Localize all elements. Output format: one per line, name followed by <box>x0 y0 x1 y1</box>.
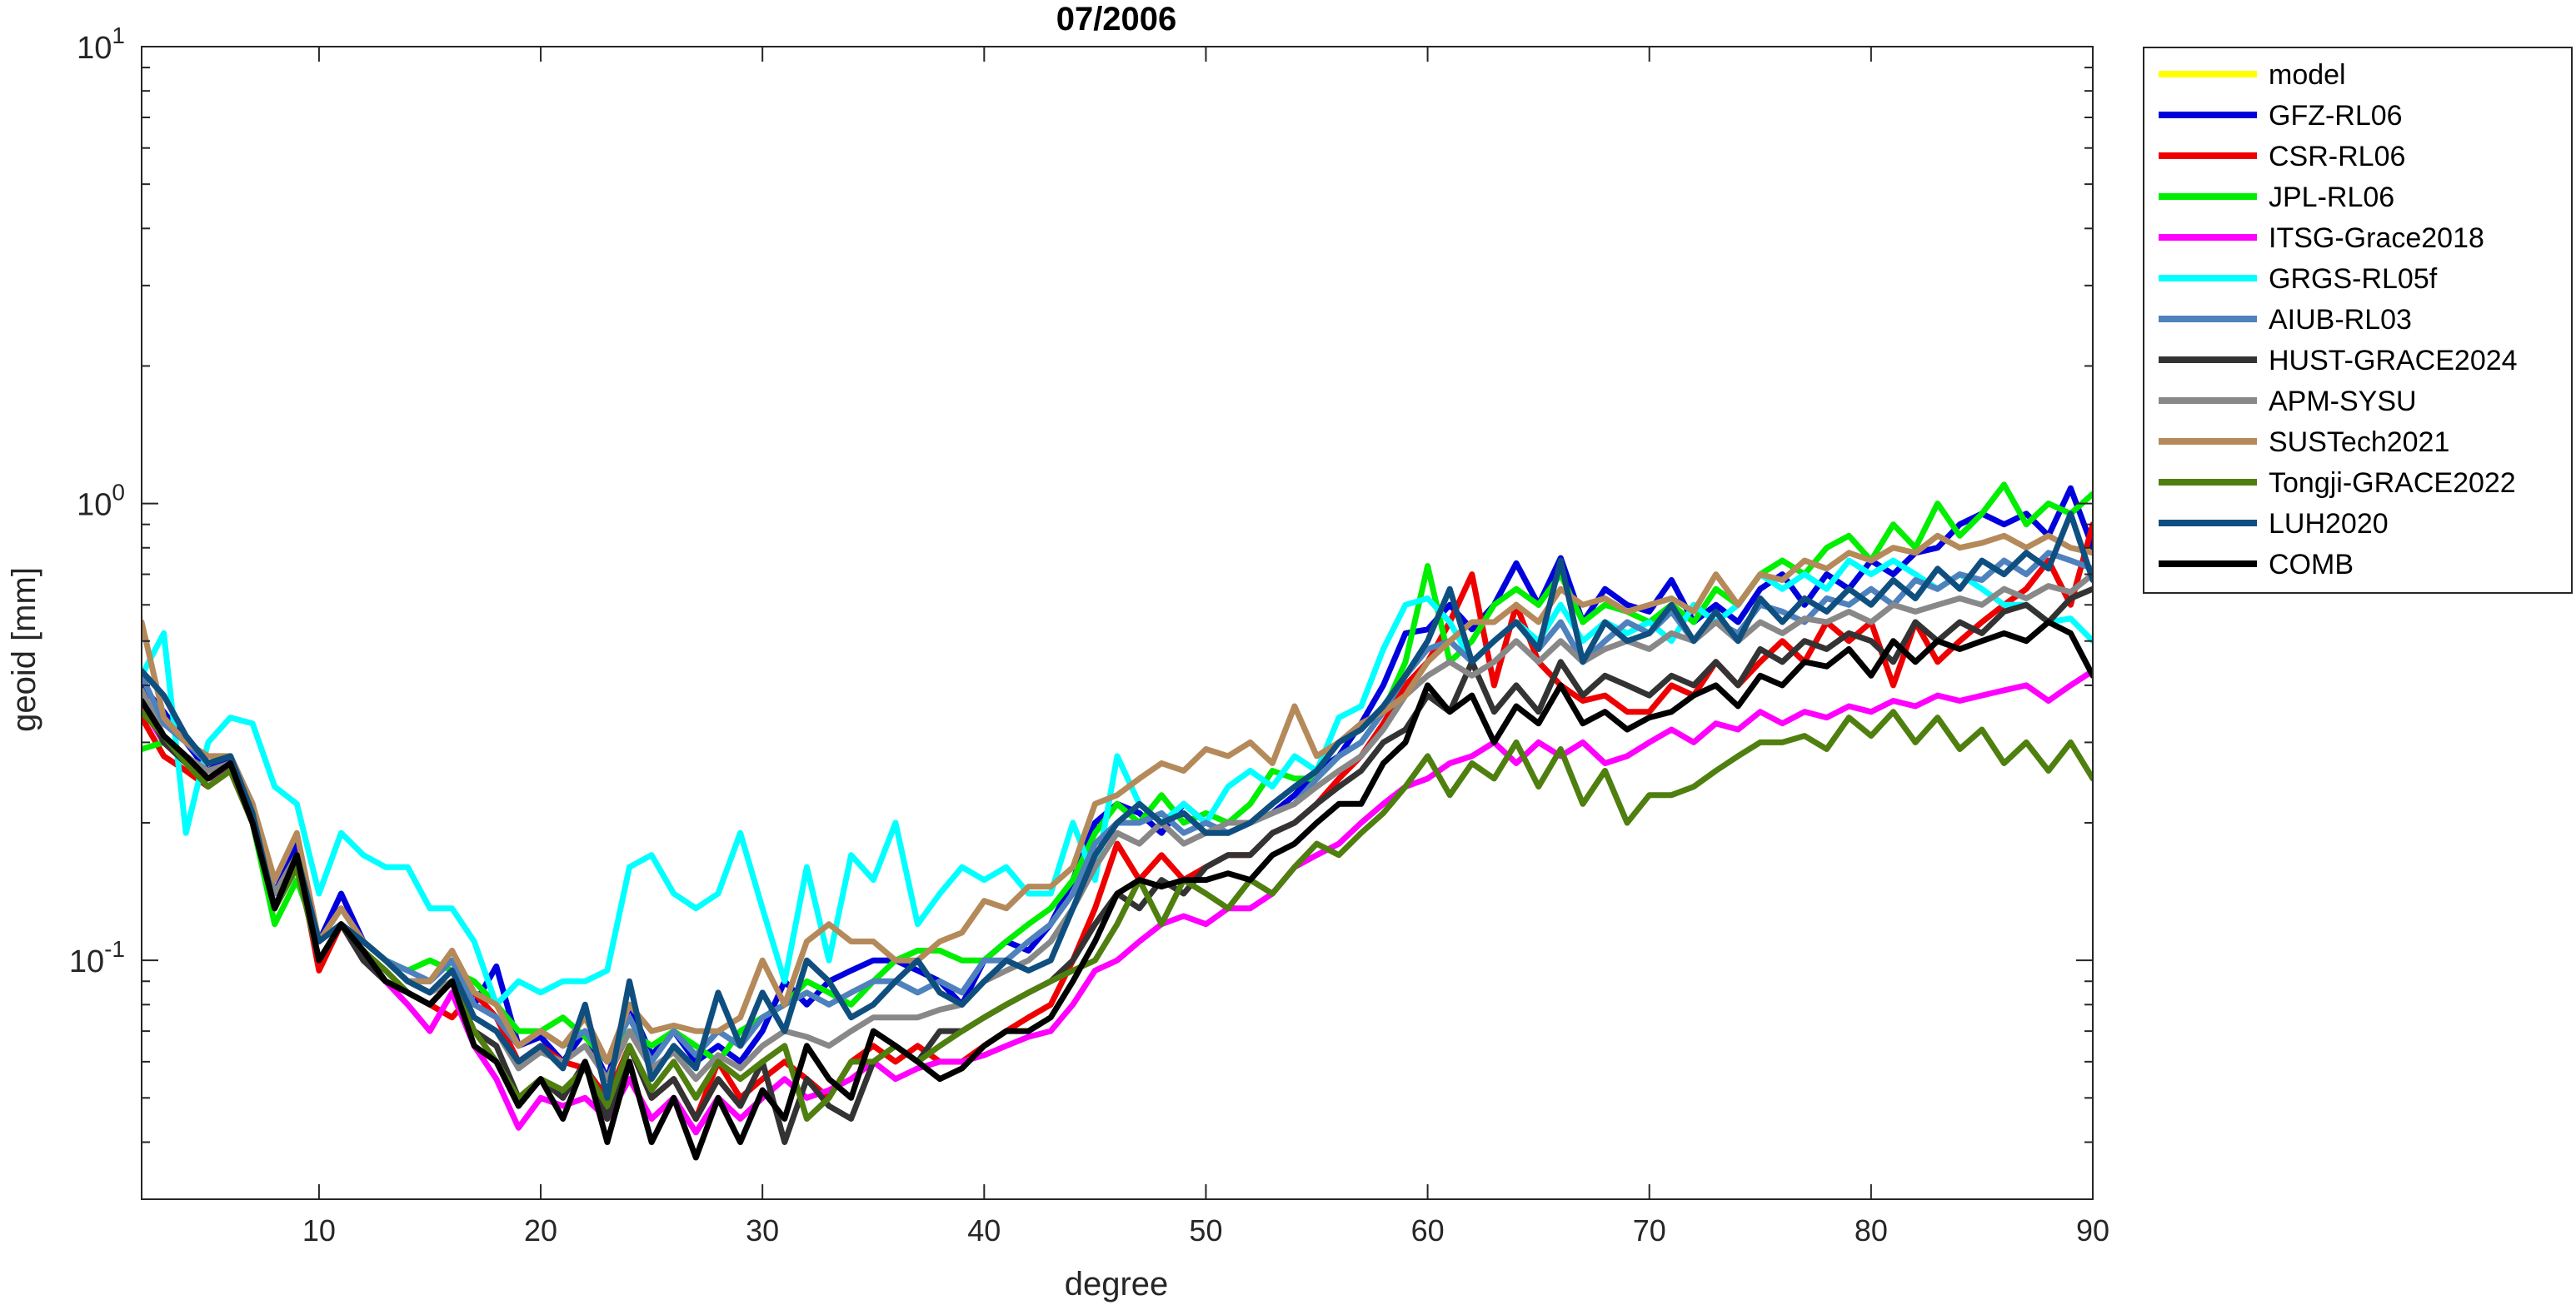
x-axis-label: degree <box>1065 1266 1169 1303</box>
legend-label: APM-SYSU <box>2269 386 2417 417</box>
x-tick-label: 90 <box>2076 1213 2109 1248</box>
series-line-tongji-grace2022 <box>142 709 2093 1122</box>
legend-label: CSR-RL06 <box>2269 141 2405 172</box>
legend-label: SUSTech2021 <box>2269 426 2449 458</box>
legend-label: model <box>2269 59 2346 91</box>
series-line-comb <box>142 619 2093 1161</box>
y-tick-label: 100 <box>77 480 125 523</box>
legend-label: GFZ-RL06 <box>2269 100 2403 132</box>
legend-label: COMB <box>2269 549 2354 580</box>
axes-box <box>141 46 2094 1200</box>
legend-label: HUST-GRACE2024 <box>2269 345 2518 376</box>
legend-label: AIUB-RL03 <box>2269 304 2412 336</box>
legend-label: GRGS-RL05f <box>2269 263 2438 295</box>
axes: 10 20 30 40 50 60 70 80 90 10-1 100 101 <box>69 22 2109 1248</box>
x-tick-label: 10 <box>302 1213 336 1248</box>
legend-label: LUH2020 <box>2269 508 2389 540</box>
legend-label: Tongji-GRACE2022 <box>2269 467 2516 499</box>
series-line-luh2020 <box>142 511 2093 1101</box>
x-tick-label: 70 <box>1633 1213 1666 1248</box>
y-tick-label: 10-1 <box>69 936 125 979</box>
series-lines <box>142 481 2093 1161</box>
x-tick-label: 20 <box>524 1213 557 1248</box>
x-tick-label: 80 <box>1855 1213 1888 1248</box>
x-tick-label: 50 <box>1189 1213 1222 1248</box>
x-tick-label: 60 <box>1411 1213 1445 1248</box>
legend-label: JPL-RL06 <box>2269 182 2394 213</box>
y-tick-label: 101 <box>77 22 125 66</box>
series-line-sustech2021 <box>142 532 2093 1065</box>
legend-label: ITSG-Grace2018 <box>2269 222 2484 254</box>
y-axis-label: geoid [mm] <box>6 567 42 732</box>
plot-area <box>142 481 2093 1161</box>
x-tick-label: 40 <box>967 1213 1001 1248</box>
x-tick-label: 30 <box>746 1213 779 1248</box>
chart-title: 07/2006 <box>1056 1 1177 37</box>
legend: model GFZ-RL06 CSR-RL06 JPL-RL06 ITSG-Grace2… <box>2143 47 2573 594</box>
